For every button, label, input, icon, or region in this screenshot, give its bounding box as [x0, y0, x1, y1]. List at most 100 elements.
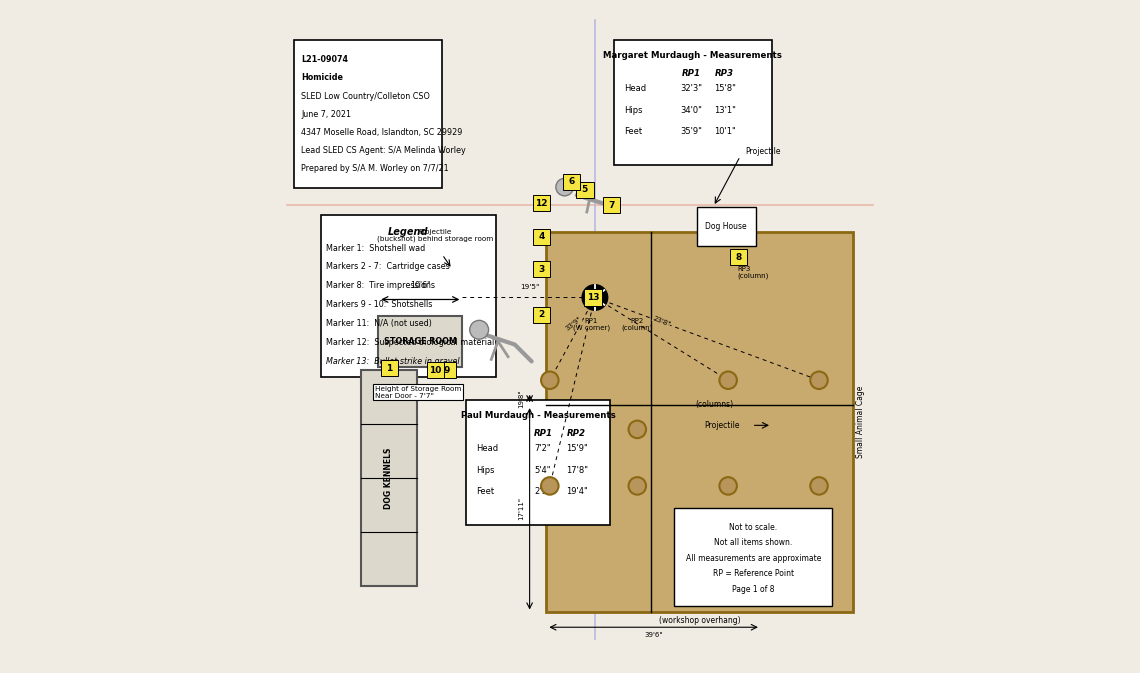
- Text: 15'8": 15'8": [714, 84, 735, 93]
- Text: Prepared by S/A M. Worley on 7/7/21: Prepared by S/A M. Worley on 7/7/21: [301, 164, 449, 173]
- Text: Legend: Legend: [389, 227, 429, 238]
- Text: 8: 8: [735, 252, 741, 262]
- Text: Height of Storage Room
Near Door - 7'7": Height of Storage Room Near Door - 7'7": [375, 386, 462, 398]
- Bar: [697, 207, 756, 246]
- Text: DOG KENNELS: DOG KENNELS: [384, 447, 393, 509]
- Text: 33'9": 33'9": [564, 316, 583, 332]
- Text: Markers 9 - 10:  Shotshells: Markers 9 - 10: Shotshells: [326, 300, 433, 309]
- Text: Marker 12:  Suspected biological material: Marker 12: Suspected biological material: [326, 338, 495, 347]
- Bar: [321, 215, 496, 377]
- Text: 9: 9: [443, 365, 450, 375]
- Text: (workshop overhang): (workshop overhang): [659, 616, 740, 625]
- Text: Feet: Feet: [624, 127, 642, 136]
- Text: RP1: RP1: [682, 69, 701, 77]
- Text: Hips: Hips: [624, 106, 642, 114]
- Text: 10'1": 10'1": [714, 127, 735, 136]
- Text: STORAGE ROOM: STORAGE ROOM: [384, 337, 457, 346]
- Circle shape: [542, 371, 559, 389]
- Text: 3: 3: [538, 264, 545, 274]
- Text: RP1: RP1: [534, 429, 553, 437]
- Text: 10'6": 10'6": [410, 281, 431, 290]
- Text: All measurements are approximate: All measurements are approximate: [685, 554, 821, 563]
- Text: 17'11": 17'11": [519, 497, 524, 520]
- Text: RP2: RP2: [568, 429, 586, 437]
- Circle shape: [628, 421, 646, 438]
- Circle shape: [811, 371, 828, 389]
- Bar: [730, 249, 747, 265]
- Text: 10: 10: [430, 365, 441, 375]
- Circle shape: [628, 477, 646, 495]
- Bar: [584, 289, 602, 306]
- Text: 2: 2: [538, 310, 545, 320]
- Text: RP = Reference Point: RP = Reference Point: [712, 569, 793, 578]
- Circle shape: [719, 371, 736, 389]
- Text: Not to scale.: Not to scale.: [730, 523, 777, 532]
- Bar: [426, 362, 445, 378]
- Text: 19'5": 19'5": [520, 285, 539, 290]
- Text: 12: 12: [536, 199, 548, 208]
- Text: L21-09074: L21-09074: [301, 55, 349, 64]
- Text: Paul Murdaugh - Measurements: Paul Murdaugh - Measurements: [461, 411, 616, 420]
- Text: June 7, 2021: June 7, 2021: [301, 110, 351, 118]
- Text: RP3
(column): RP3 (column): [736, 266, 768, 279]
- Text: 19'4": 19'4": [565, 487, 587, 496]
- Text: Not all items shown.: Not all items shown.: [715, 538, 792, 547]
- Bar: [534, 307, 551, 323]
- Bar: [381, 360, 398, 376]
- Text: 23'8": 23'8": [652, 315, 671, 327]
- Bar: [294, 40, 442, 188]
- Text: 4347 Moselle Road, Islandton, SC 29929: 4347 Moselle Road, Islandton, SC 29929: [301, 128, 463, 137]
- Text: 32'3": 32'3": [681, 84, 702, 93]
- Text: Dog House: Dog House: [706, 221, 747, 231]
- Text: 5'4": 5'4": [535, 466, 552, 474]
- Text: Head: Head: [624, 84, 646, 93]
- Bar: [613, 40, 772, 165]
- Text: Feet: Feet: [475, 487, 494, 496]
- Circle shape: [719, 477, 736, 495]
- Text: 13: 13: [587, 293, 600, 302]
- Bar: [563, 174, 580, 190]
- Text: RP2
(column): RP2 (column): [621, 318, 653, 331]
- Text: Marker 13:  Bullet strike in gravel: Marker 13: Bullet strike in gravel: [326, 357, 461, 365]
- Bar: [546, 232, 853, 612]
- Text: 4: 4: [538, 232, 545, 242]
- Bar: [438, 362, 456, 378]
- Text: Head: Head: [475, 444, 498, 453]
- Text: Marker 11:  N/A (not used): Marker 11: N/A (not used): [326, 319, 432, 328]
- Bar: [361, 370, 416, 586]
- Circle shape: [542, 477, 559, 495]
- Text: 35'9": 35'9": [681, 127, 702, 136]
- Bar: [603, 197, 620, 213]
- Circle shape: [556, 178, 573, 196]
- Circle shape: [811, 477, 828, 495]
- Text: 39'6": 39'6": [644, 632, 662, 637]
- Text: SLED Low Country/Colleton CSO: SLED Low Country/Colleton CSO: [301, 92, 430, 100]
- Text: Marker 8:  Tire impressions: Marker 8: Tire impressions: [326, 281, 435, 290]
- Text: Homicide: Homicide: [301, 73, 343, 82]
- Bar: [576, 182, 594, 198]
- Text: Hips: Hips: [475, 466, 495, 474]
- Text: Markers 2 - 7:  Cartridge cases: Markers 2 - 7: Cartridge cases: [326, 262, 450, 271]
- Bar: [534, 229, 551, 245]
- Circle shape: [470, 320, 489, 339]
- Text: Marker 1:  Shotshell wad: Marker 1: Shotshell wad: [326, 244, 425, 252]
- Text: Page 1 of 8: Page 1 of 8: [732, 585, 775, 594]
- Text: 2'1": 2'1": [535, 487, 552, 496]
- Text: Small Animal Cage: Small Animal Cage: [856, 386, 865, 458]
- Text: 19'8": 19'8": [519, 389, 524, 408]
- Text: 5: 5: [581, 185, 588, 194]
- Text: 15'9": 15'9": [565, 444, 587, 453]
- Text: Projectile
(buckshot) behind storage room: Projectile (buckshot) behind storage roo…: [377, 229, 494, 242]
- Text: RP1
(W corner): RP1 (W corner): [573, 318, 610, 331]
- Text: 1: 1: [386, 363, 393, 373]
- Text: Lead SLED CS Agent: S/A Melinda Worley: Lead SLED CS Agent: S/A Melinda Worley: [301, 146, 466, 155]
- Bar: [378, 316, 463, 367]
- Bar: [534, 195, 551, 211]
- Text: 7: 7: [609, 201, 614, 210]
- Text: 13'1": 13'1": [714, 106, 735, 114]
- Circle shape: [583, 285, 608, 310]
- Text: (columns): (columns): [695, 400, 734, 409]
- Text: Margaret Murdaugh - Measurements: Margaret Murdaugh - Measurements: [603, 51, 782, 60]
- Text: Projectile: Projectile: [746, 147, 781, 156]
- Text: Projectile: Projectile: [705, 421, 740, 430]
